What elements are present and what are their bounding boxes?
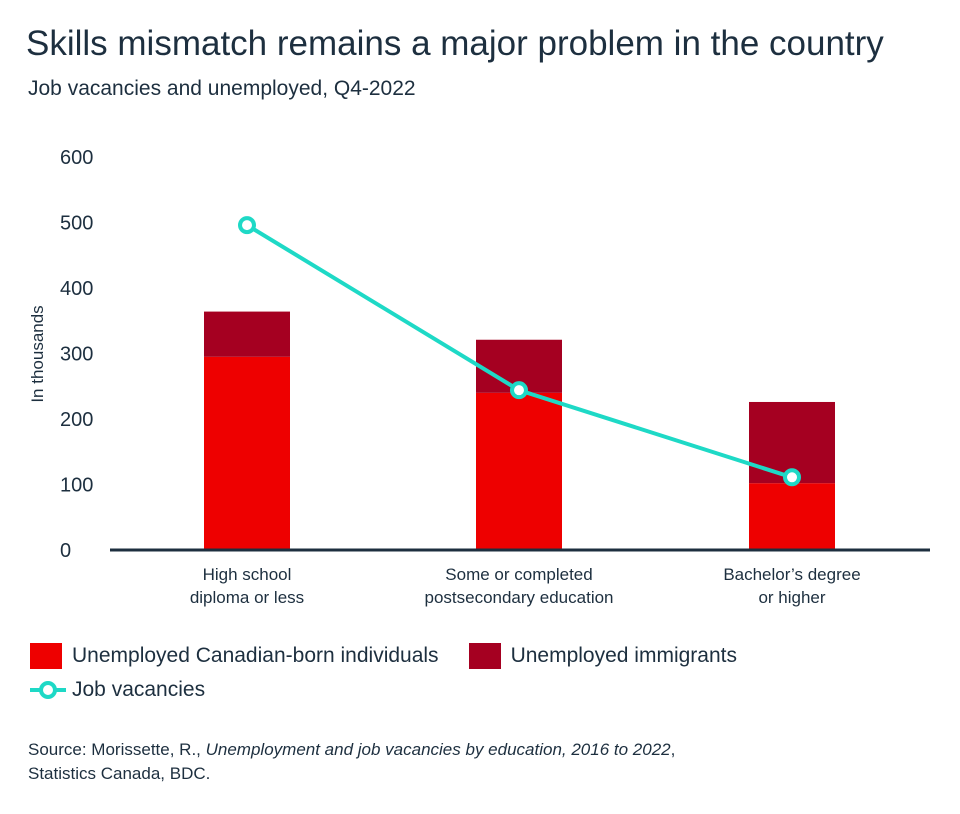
x-tick-label: Bachelor’s degree [723,565,860,584]
legend-label: Unemployed immigrants [510,644,737,667]
bar-canadian-born [476,392,562,550]
job-vacancies-point [238,216,256,235]
y-tick-label: 300 [60,344,93,366]
y-tick-label: 100 [60,475,93,497]
source-suffix: , [670,740,676,759]
y-tick-label: 600 [60,147,93,169]
y-tick-label: 400 [60,278,93,300]
bar-canadian-born [204,356,290,550]
source-line2: Statistics Canada, BDC. [28,764,211,783]
x-tick-label: or higher [758,588,825,607]
x-tick-label: Some or completed [445,565,592,584]
bar-immigrants [204,311,290,357]
x-tick-label: postsecondary education [424,588,613,607]
y-axis-label: In thousands [28,305,47,402]
source-prefix: Source: Morissette, R., [28,740,206,759]
x-tick-label: High school [203,565,292,584]
job-vacancies-point [783,468,801,487]
legend-label: Job vacancies [72,678,206,701]
chart-plot: 0 100 200 300 400 500 600 High school diploma or… [28,147,930,607]
legend-swatch-darkred [468,643,501,669]
source-note: Source: Morissette, R., Unemployment and… [28,738,675,786]
job-vacancies-point [510,381,528,400]
legend-label: Unemployed Canadian-born individuals [72,644,439,667]
y-tick-label: 0 [60,540,71,562]
bar-canadian-born [749,483,835,550]
legend-item-job-vacancies: Job vacancies [30,677,205,703]
chart-subtitle: Job vacancies and unemployed, Q4-2022 [28,77,416,100]
source-title: Unemployment and job vacancies by educat… [205,740,671,759]
legend-swatch-red [30,643,62,669]
legend-item-canadian-born: Unemployed Canadian-born individuals Une… [30,643,737,669]
legend-line-marker-icon [30,681,66,699]
x-tick-label: diploma or less [190,588,304,607]
y-tick-label: 500 [60,213,93,235]
y-tick-label: 200 [60,409,93,431]
chart-title: Skills mismatch remains a major problem … [26,24,884,63]
